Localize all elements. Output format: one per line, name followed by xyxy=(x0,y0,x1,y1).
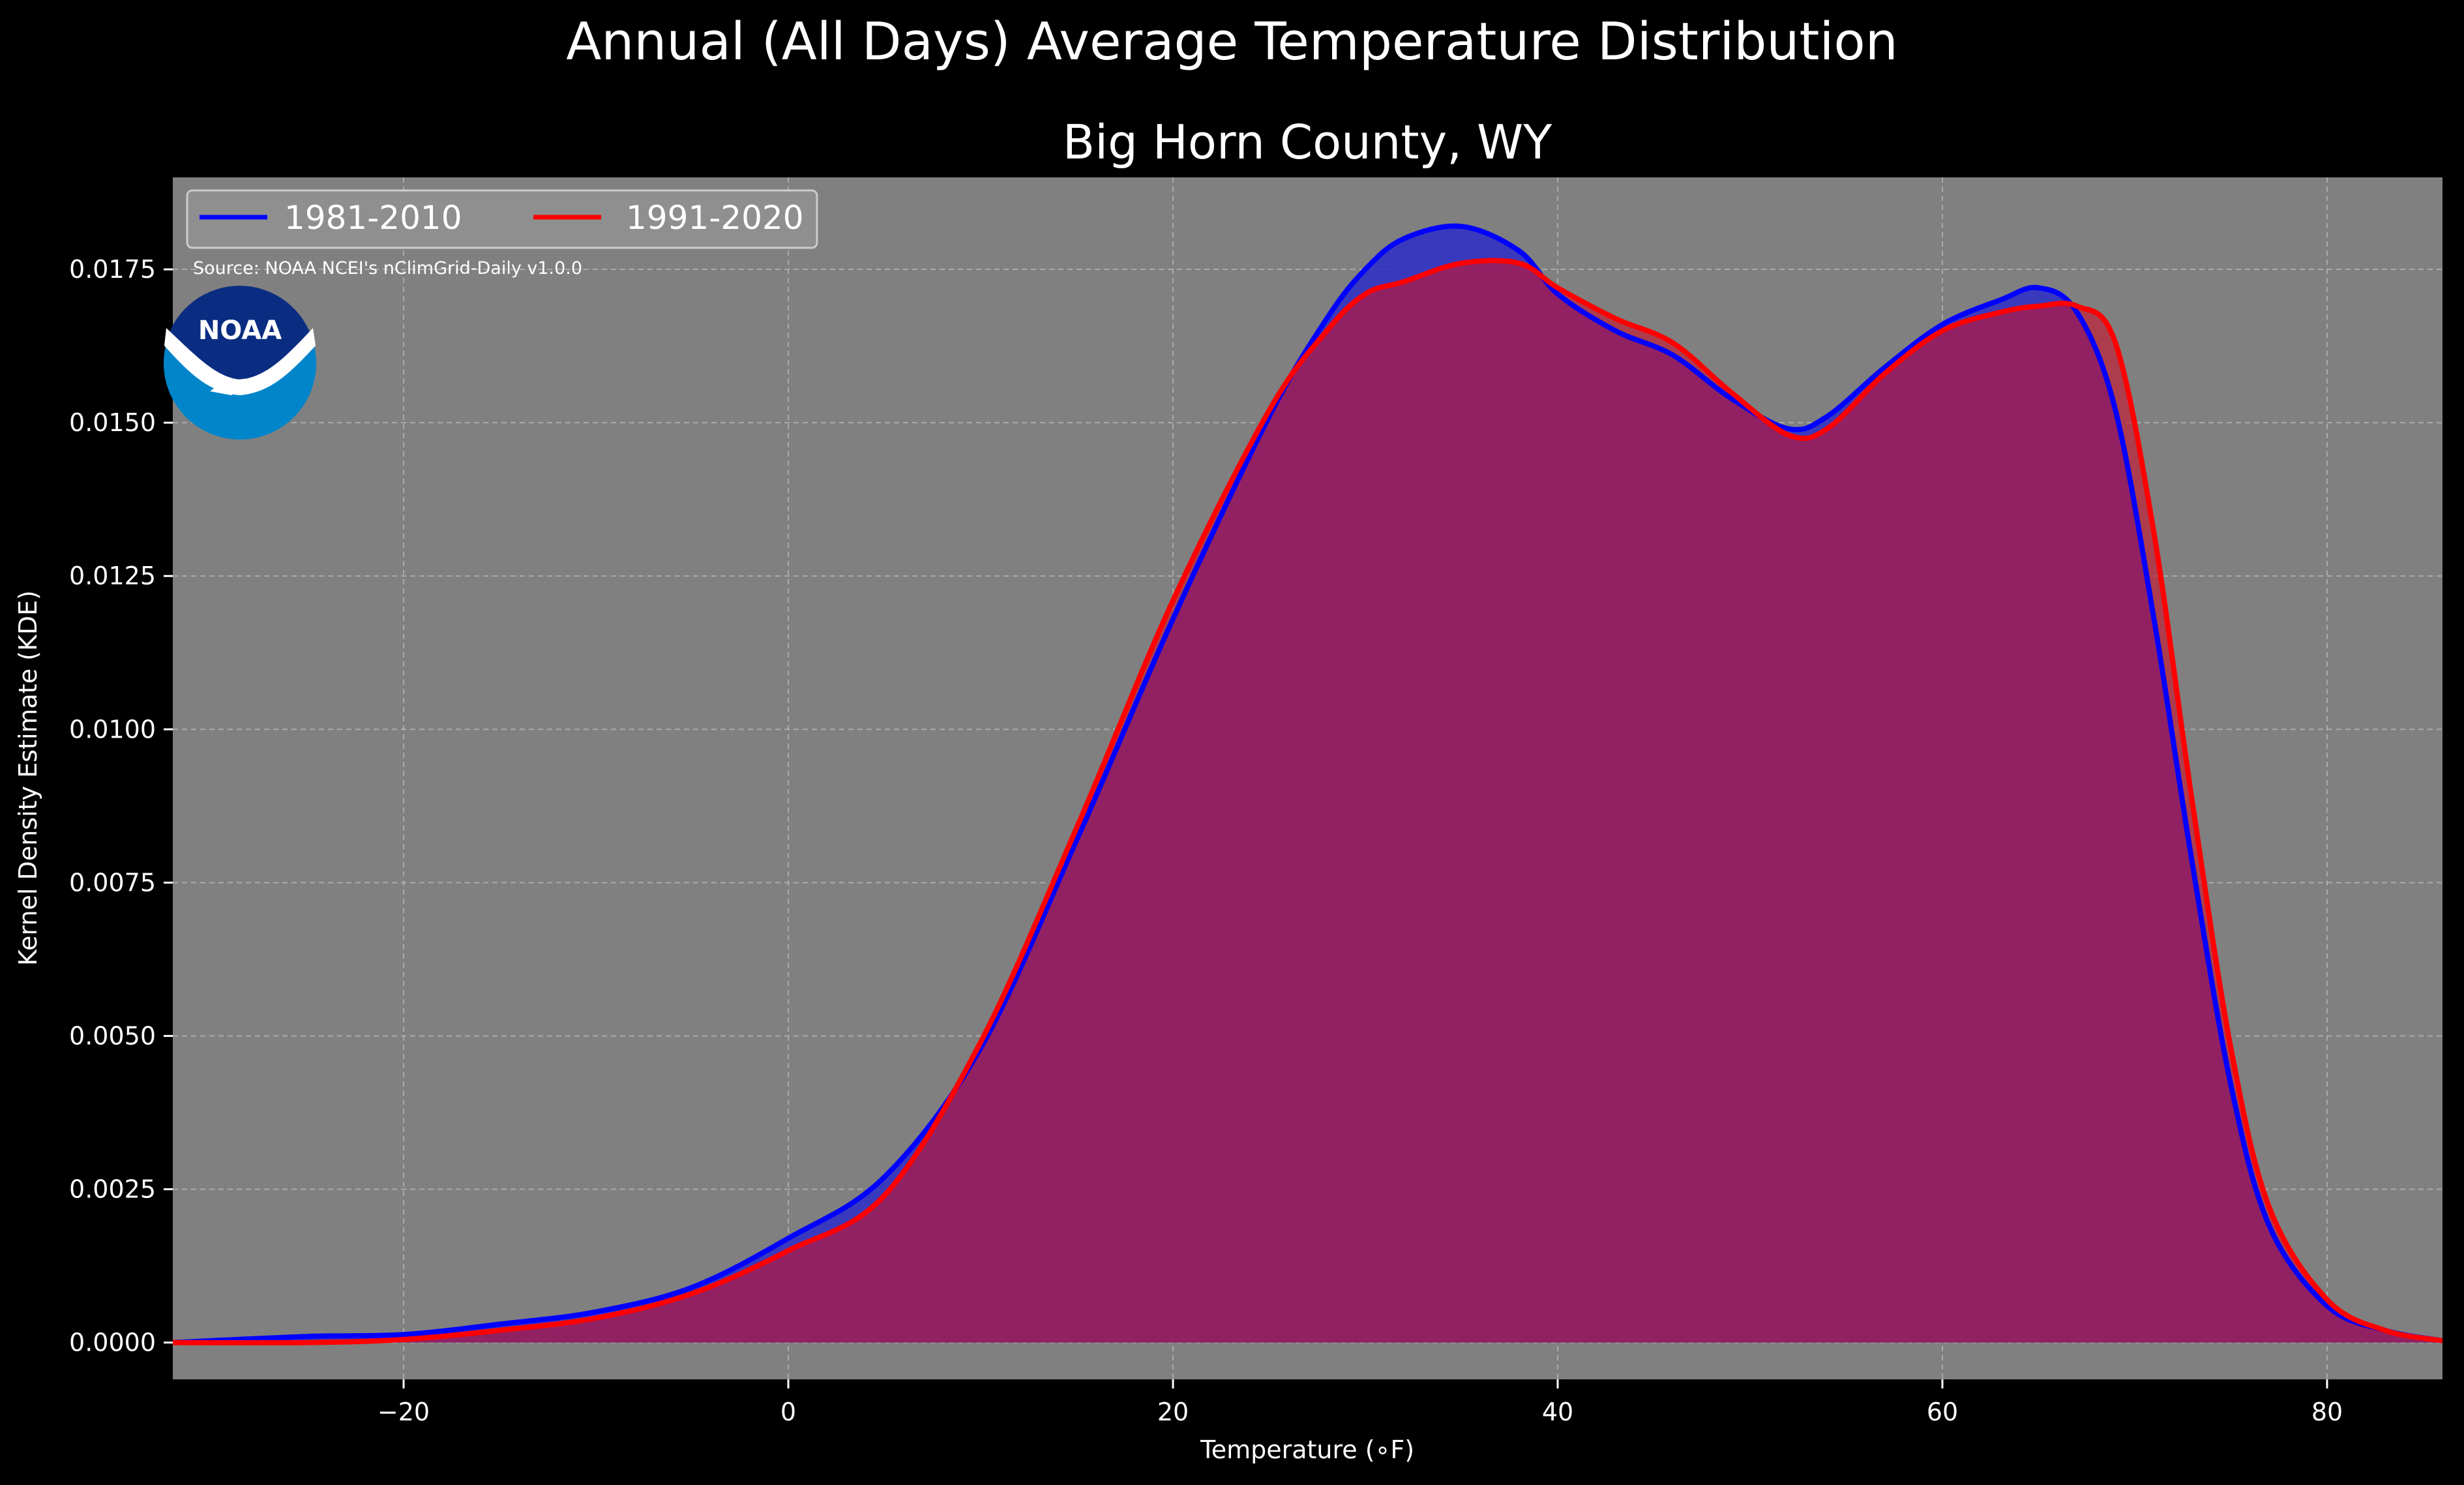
chart-title: Big Horn County, WY xyxy=(1063,115,1552,170)
noaa-logo-text: NOAA xyxy=(198,316,282,346)
x-tick-label: 40 xyxy=(1542,1398,1573,1426)
x-tick-label: 20 xyxy=(1157,1398,1189,1426)
legend: 1981-2010 1991-2020 xyxy=(186,189,818,249)
y-tick-label: 0.0000 xyxy=(69,1328,156,1357)
series-area-1 xyxy=(173,260,2442,1343)
x-tick-label: 80 xyxy=(2311,1398,2343,1426)
series-line-1 xyxy=(173,258,2442,1345)
y-tick-label: 0.0050 xyxy=(69,1021,156,1050)
x-tick-label: 0 xyxy=(780,1398,796,1426)
series-areas xyxy=(173,226,2442,1343)
series-lines xyxy=(173,223,2442,1345)
y-tick-label: 0.0100 xyxy=(69,715,156,743)
x-tick-label: −20 xyxy=(378,1398,430,1426)
y-tick-label: 0.0075 xyxy=(69,868,156,897)
y-tick-label: 0.0150 xyxy=(69,408,156,437)
x-axis-label: Temperature (∘F) xyxy=(1200,1435,1414,1464)
legend-label-1991: 1991-2020 xyxy=(626,199,804,237)
axis-ticks: −20 0 20 40 60 80 0.0000 0.0025 0.0050 0.0075 0.01… xyxy=(69,255,2343,1426)
legend-box xyxy=(186,189,818,249)
y-tick-label: 0.0125 xyxy=(69,562,156,590)
figure-suptitle: Annual (All Days) Average Temperature Di… xyxy=(566,12,1898,72)
y-tick-label: 0.0175 xyxy=(69,255,156,284)
legend-label-1981: 1981-2010 xyxy=(284,199,462,237)
y-tick-label: 0.0025 xyxy=(69,1175,156,1204)
noaa-logo: NOAA xyxy=(164,286,316,440)
source-note: Source: NOAA NCEI's nClimGrid-Daily v1.0… xyxy=(193,258,582,278)
y-axis-label: Kernel Density Estimate (KDE) xyxy=(14,590,42,966)
x-tick-label: 60 xyxy=(1927,1398,1958,1426)
